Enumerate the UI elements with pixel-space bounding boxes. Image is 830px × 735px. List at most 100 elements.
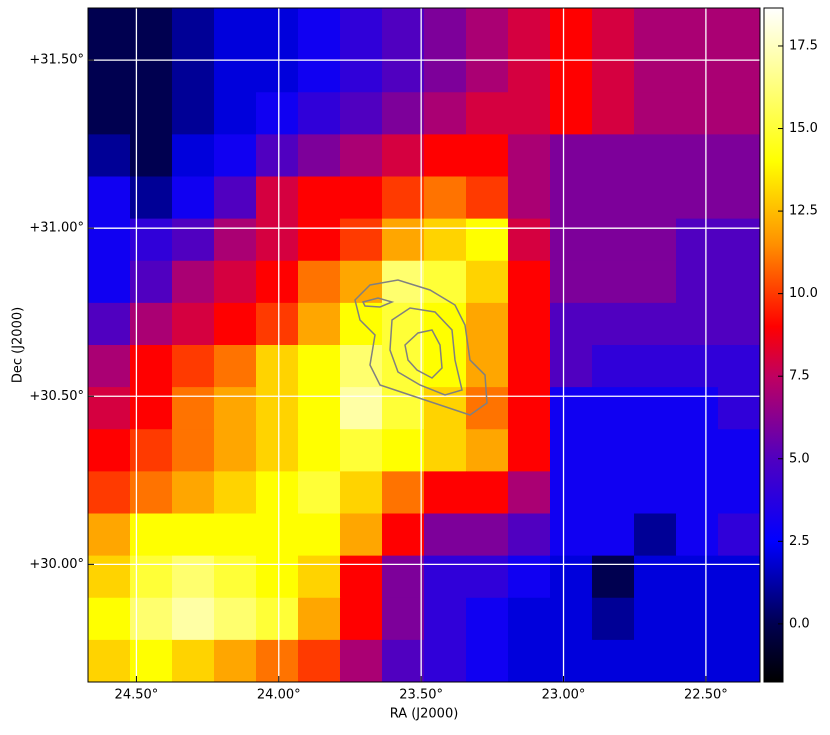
- heatmap-cell: [172, 555, 215, 599]
- heatmap-cell: [718, 429, 761, 472]
- heatmap-cell: [298, 302, 341, 346]
- heatmap-cell: [298, 218, 341, 262]
- heatmap-cell: [424, 387, 467, 430]
- plot-frame: [87, 7, 761, 683]
- heatmap-cell: [256, 513, 299, 557]
- heatmap-cell: [382, 555, 425, 599]
- colorbar: [763, 7, 784, 683]
- heatmap-cell: [214, 134, 257, 177]
- heatmap-cell: [88, 597, 131, 641]
- heatmap-cell: [718, 387, 761, 430]
- heatmap-cell: [424, 176, 467, 220]
- y-axis-label: Dec (J2000): [11, 307, 26, 383]
- heatmap-cell: [466, 639, 509, 683]
- heatmap-cell: [256, 92, 299, 135]
- heatmap-cell: [298, 387, 341, 430]
- heatmap-cell: [592, 260, 635, 304]
- contour: [361, 297, 395, 308]
- heatmap-cell: [592, 429, 635, 472]
- heatmap-cell: [550, 176, 593, 220]
- heatmap-cell: [718, 555, 761, 599]
- heatmap-cell: [382, 597, 425, 641]
- heatmap-cell: [676, 597, 719, 641]
- heatmap-cell: [382, 218, 425, 262]
- heatmap-cell: [130, 134, 173, 177]
- heatmap-cell: [130, 260, 173, 304]
- heatmap-cell: [508, 260, 551, 304]
- heatmap-cell: [424, 218, 467, 262]
- heatmap-cell: [718, 597, 761, 641]
- heatmap-cell: [466, 8, 509, 51]
- heatmap-cell: [214, 345, 257, 388]
- heatmap-cell: [550, 302, 593, 346]
- heatmap-cell: [256, 134, 299, 177]
- heatmap-cell: [88, 302, 131, 346]
- heatmap-cell: [172, 92, 215, 135]
- heatmap-cell: [214, 555, 257, 599]
- heatmap-cell: [550, 50, 593, 93]
- heatmap-cell: [466, 134, 509, 177]
- x-tick-label: 24.50°: [115, 688, 159, 703]
- heatmap-cell: [88, 260, 131, 304]
- heatmap-cell: [592, 387, 635, 430]
- contour: [404, 329, 443, 379]
- heatmap-cell: [718, 513, 761, 557]
- heatmap-cell: [718, 639, 761, 683]
- heatmap-cell: [130, 513, 173, 557]
- heatmap-cell: [214, 260, 257, 304]
- y-tick-label: +31.00°: [29, 221, 84, 236]
- heatmap-cell: [256, 8, 299, 51]
- heatmap-cell: [634, 429, 677, 472]
- heatmap-cell: [340, 639, 383, 683]
- heatmap-cell: [466, 302, 509, 346]
- heatmap-cell: [130, 387, 173, 430]
- heatmap-cell: [382, 8, 425, 51]
- heatmap-cell: [256, 260, 299, 304]
- heatmap-cell: [718, 176, 761, 220]
- heatmap-cell: [382, 50, 425, 93]
- heatmap-cell: [592, 8, 635, 51]
- heatmap-cell: [550, 260, 593, 304]
- heatmap-cell: [214, 513, 257, 557]
- heatmap-cell: [676, 50, 719, 93]
- heatmap-cell: [424, 639, 467, 683]
- heatmap-cell: [214, 429, 257, 472]
- heatmap-cell: [88, 134, 131, 177]
- heatmap-cell: [298, 513, 341, 557]
- heatmap-cell: [718, 471, 761, 514]
- heatmap-cell: [424, 597, 467, 641]
- heatmap-cell: [256, 429, 299, 472]
- heatmap-cell: [172, 513, 215, 557]
- colorbar-tick-label: 7.5: [789, 369, 810, 384]
- heatmap-cell: [466, 471, 509, 514]
- heatmap-cell: [382, 639, 425, 683]
- heatmap-cell: [634, 92, 677, 135]
- heatmap-cell: [508, 345, 551, 388]
- colorbar-tick-label: 0.0: [789, 616, 810, 631]
- heatmap-cell: [214, 387, 257, 430]
- heatmap-cell: [88, 513, 131, 557]
- heatmap-cell: [634, 597, 677, 641]
- heatmap-cell: [130, 176, 173, 220]
- heatmap-cell: [172, 260, 215, 304]
- heatmap-cell: [508, 555, 551, 599]
- heatmap-cell: [676, 218, 719, 262]
- heatmap-cell: [550, 639, 593, 683]
- contour: [389, 307, 463, 396]
- heatmap-cell: [298, 134, 341, 177]
- heatmap-cell: [172, 302, 215, 346]
- heatmap-cell: [676, 260, 719, 304]
- heatmap-cell: [634, 345, 677, 388]
- heatmap-cell: [172, 387, 215, 430]
- heatmap-cell: [718, 134, 761, 177]
- heatmap-cell: [508, 387, 551, 430]
- heatmap-cell: [634, 639, 677, 683]
- heatmap-cell: [424, 134, 467, 177]
- heatmap-cell: [214, 92, 257, 135]
- x-axis-label: RA (J2000): [390, 707, 459, 722]
- heatmap-cell: [130, 345, 173, 388]
- heatmap-cell: [382, 92, 425, 135]
- heatmap-cell: [508, 513, 551, 557]
- heatmap-cell: [592, 218, 635, 262]
- heatmap-cell: [172, 134, 215, 177]
